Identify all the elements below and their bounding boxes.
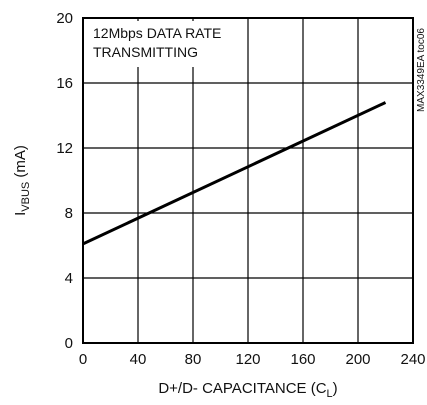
y-tick-label: 20: [56, 10, 73, 27]
y-tick-label: 8: [65, 205, 73, 222]
plot-frame: [82, 17, 414, 344]
x-axis-title-subscript: L: [327, 388, 333, 400]
series-line: [82, 101, 387, 246]
x-tick-label: 160: [290, 351, 315, 368]
x-tick-label: 200: [345, 351, 370, 368]
y-tick-labels: 0 4 8 12 16 20: [56, 10, 73, 352]
figure-id-label: MAX3349EA toc06: [416, 28, 427, 112]
x-tick-label: 80: [185, 351, 202, 368]
grid-lines: [83, 18, 413, 343]
annotation-line-1: 12Mbps DATA RATE: [93, 25, 221, 41]
x-tick-labels: 0 40 80 120 160 200 240: [79, 351, 426, 368]
x-tick-label: 120: [235, 351, 260, 368]
x-axis-title: D+/D- CAPACITANCE (CL): [158, 380, 337, 400]
y-axis-title-unit: (mA): [12, 145, 29, 182]
y-tick-label: 12: [56, 140, 73, 157]
series-lines: [82, 101, 387, 246]
x-tick-label: 0: [79, 351, 87, 368]
annotation-box: 12Mbps DATA RATE TRANSMITTING: [86, 21, 236, 67]
y-tick-label: 16: [56, 75, 73, 92]
x-axis-title-close: ): [333, 380, 338, 397]
x-tick-label: 240: [400, 351, 425, 368]
y-axis-title: IVBUS (mA): [12, 145, 32, 216]
y-axis-title-main: I: [12, 212, 29, 216]
x-axis-title-main: D+/D- CAPACITANCE (C: [158, 380, 326, 397]
y-tick-label: 0: [65, 335, 73, 352]
x-tick-label: 40: [130, 351, 147, 368]
annotation-line-2: TRANSMITTING: [93, 44, 198, 60]
annotation-background: [86, 21, 236, 67]
y-axis-title-subscript: VBUS: [20, 182, 32, 212]
y-tick-label: 4: [65, 270, 73, 287]
